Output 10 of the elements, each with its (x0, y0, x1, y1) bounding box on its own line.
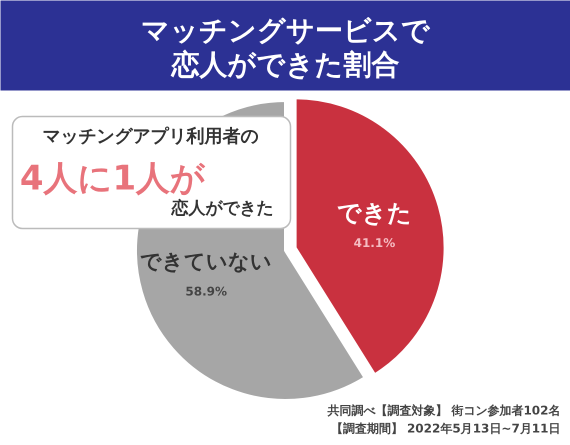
data-label: 58.9% (185, 284, 228, 298)
text: 恋人ができた (170, 198, 274, 218)
data-label: 41.1% (354, 236, 396, 250)
text: 【調査期間】 2022年5月13日~7月11日 (330, 422, 561, 436)
text: マッチングアプリ利用者の (42, 126, 258, 147)
slice-label: できた (336, 198, 412, 227)
slice-label: できていない (140, 249, 272, 274)
text: 4人に1人が (20, 158, 206, 198)
chart-title: マッチングサービスで恋人ができた割合 (141, 14, 431, 81)
text: 共同調べ【調査対象】 街コン参加者102名 (326, 404, 561, 418)
